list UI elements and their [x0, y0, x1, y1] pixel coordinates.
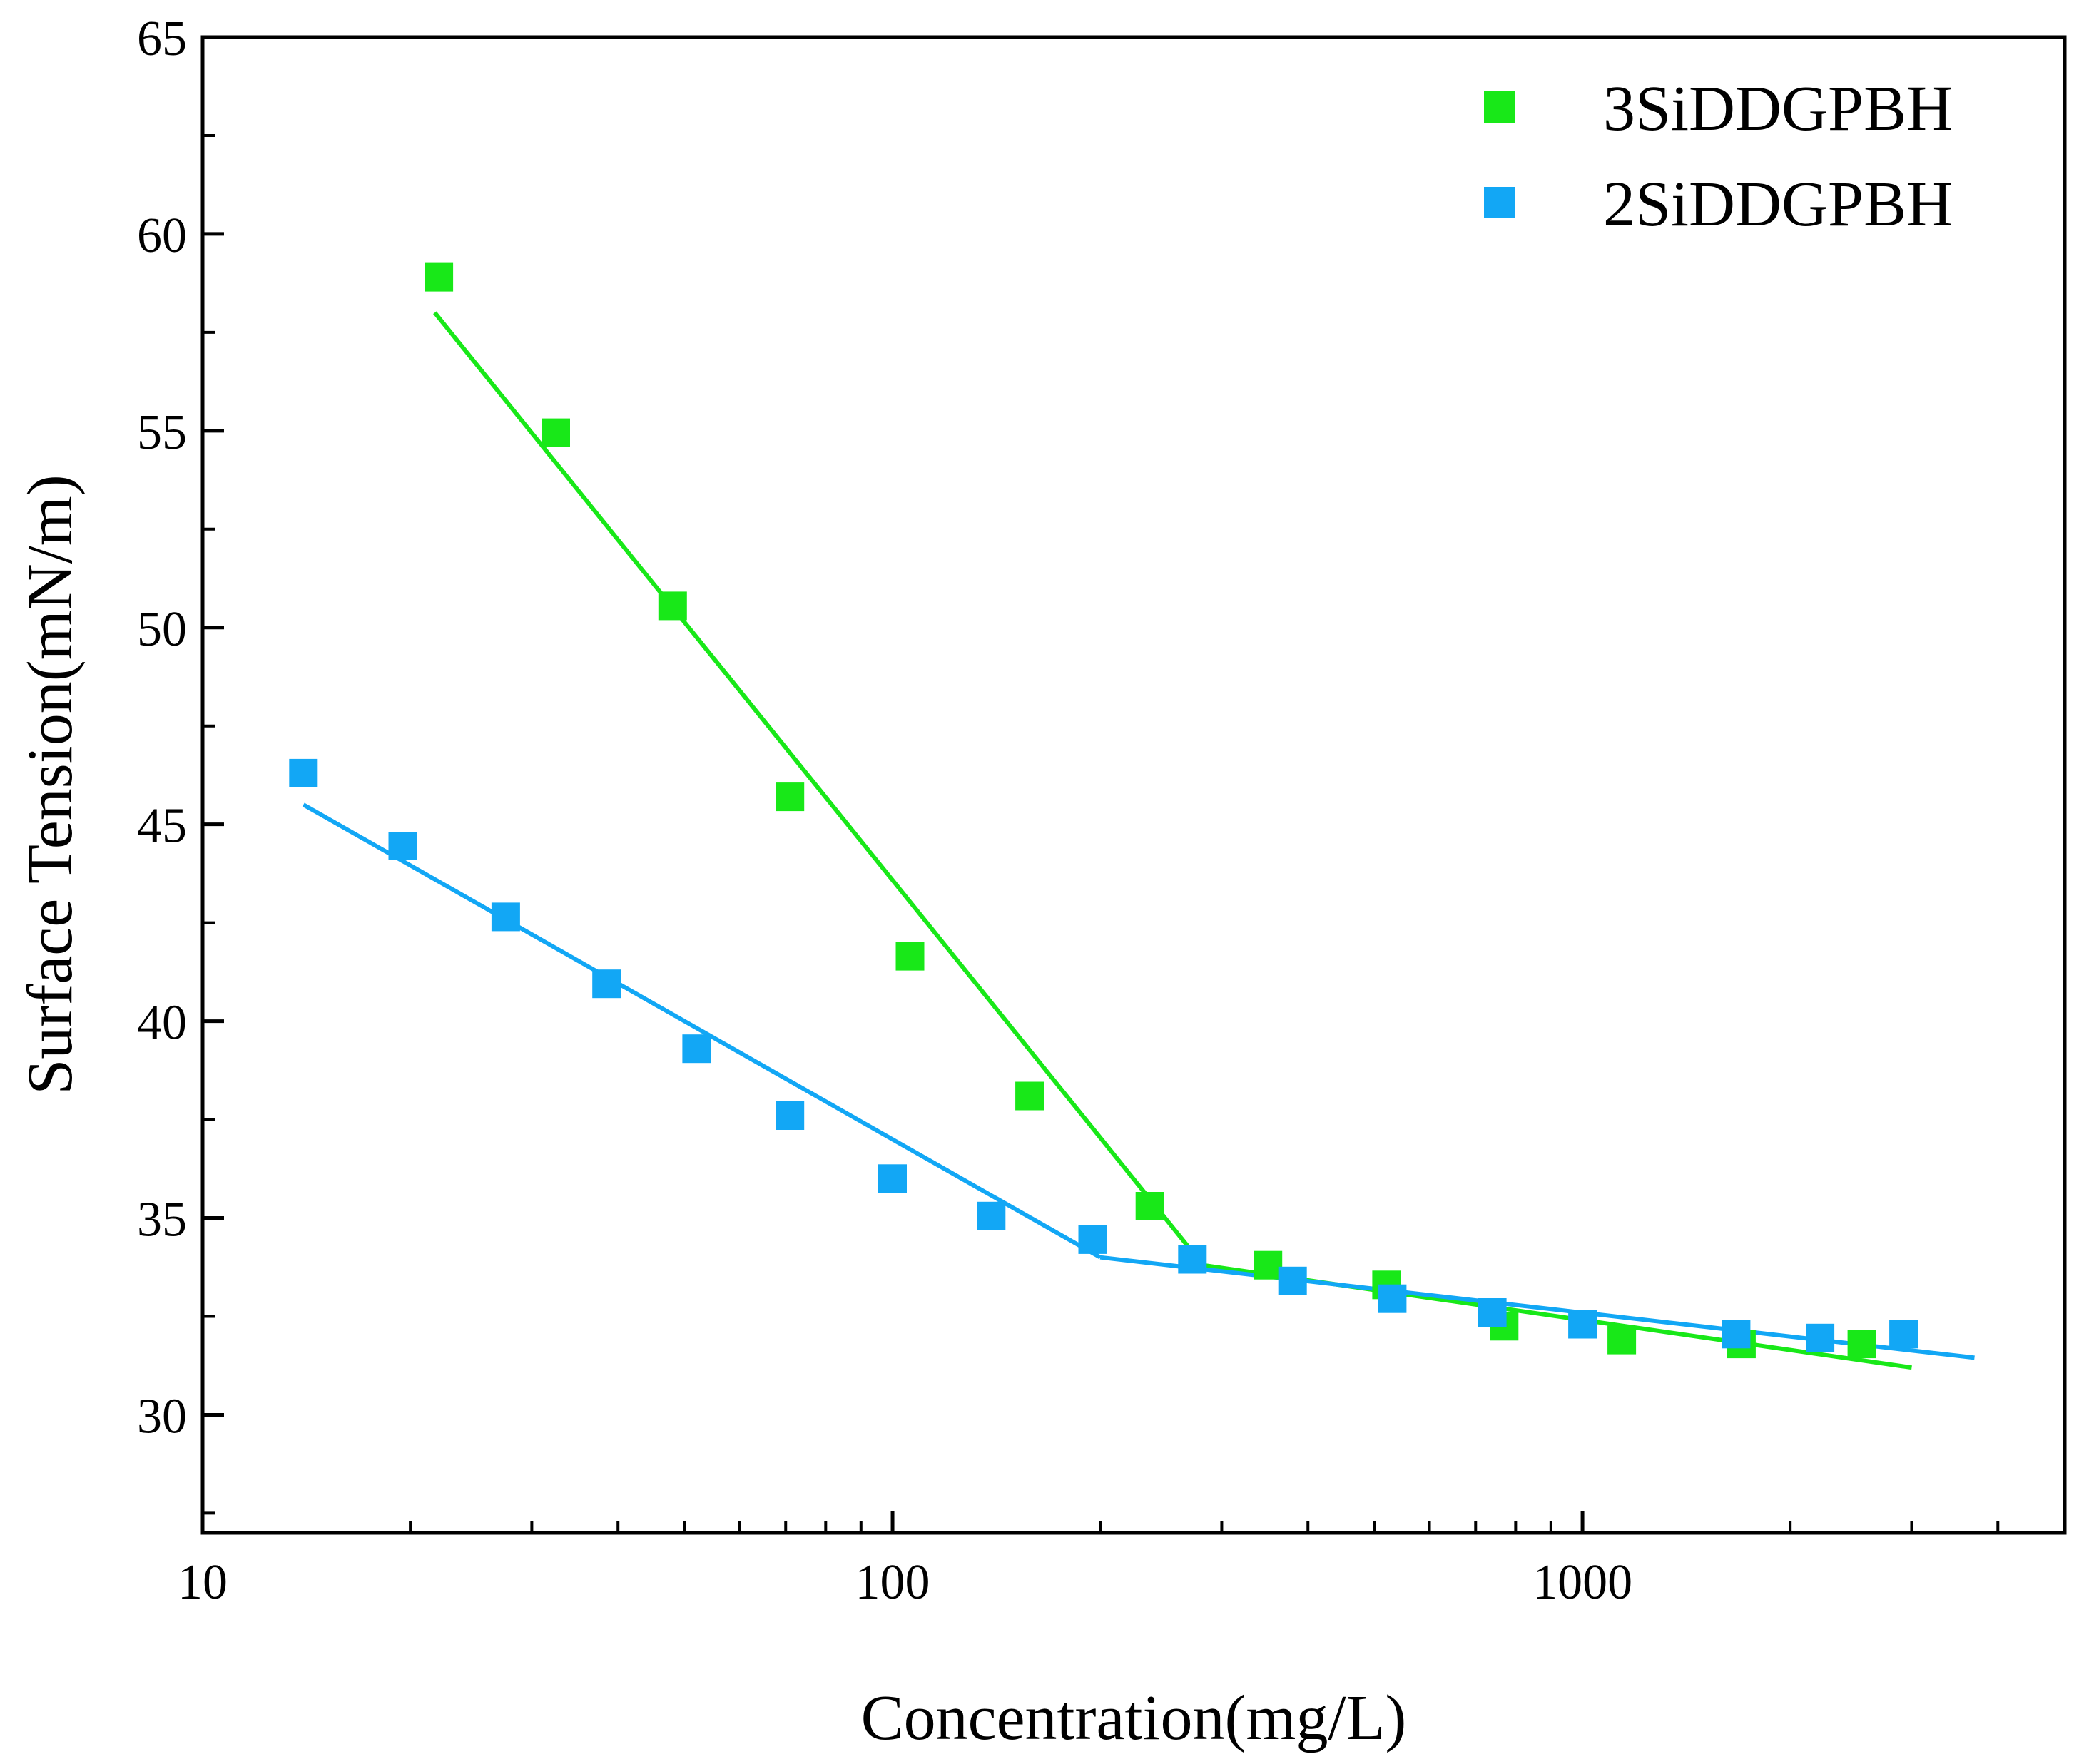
- data-point-series-2: [1568, 1310, 1597, 1339]
- data-point-series-2: [1722, 1320, 1751, 1349]
- data-point-series-1: [542, 418, 570, 447]
- legend: 3SiDDGPBH 2SiDDGPBH: [1484, 73, 1953, 240]
- y-tick-label: 50: [137, 602, 187, 657]
- legend-marker: [1484, 91, 1515, 123]
- y-axis-title: Surface Tension(mN/m): [15, 474, 86, 1094]
- data-point-series-1: [1015, 1081, 1044, 1111]
- y-tick-label: 35: [137, 1193, 187, 1248]
- x-tick-label: 100: [855, 1555, 930, 1610]
- data-point-series-2: [491, 902, 520, 932]
- data-point-series-2: [878, 1164, 907, 1193]
- y-tick-label: 30: [137, 1389, 187, 1444]
- data-point-series-1: [1847, 1330, 1876, 1359]
- data-point-series-2: [977, 1201, 1006, 1230]
- data-point-series-1: [1254, 1250, 1283, 1280]
- fit-line-series-1: [433, 311, 1205, 1267]
- data-point-series-2: [1178, 1245, 1207, 1274]
- data-point-series-1: [776, 782, 805, 812]
- plot-frame: [200, 35, 2067, 1535]
- data-point-series-2: [1278, 1266, 1307, 1295]
- data-point-series-2: [682, 1034, 711, 1064]
- x-tick-label: 1000: [1532, 1555, 1632, 1610]
- axis-ticks: 10 100 1000 30 35 40 45 50 55 60 65: [137, 11, 2000, 1610]
- y-tick-label: 60: [137, 208, 187, 263]
- y-tick-label: 40: [137, 996, 187, 1051]
- data-point-series-2: [1806, 1323, 1835, 1352]
- data-point-series-2: [592, 969, 621, 999]
- data-point-series-2: [1478, 1298, 1507, 1327]
- legend-marker: [1484, 187, 1515, 218]
- y-tick-label: 45: [137, 799, 187, 854]
- data-point-series-2: [388, 832, 417, 860]
- fit-line-series-2: [1099, 1255, 1975, 1360]
- x-axis-title: Concentration(mg/L): [861, 1683, 1407, 1753]
- series-layer: [289, 262, 1975, 1370]
- data-point-series-2: [1378, 1284, 1407, 1313]
- data-point-series-2: [776, 1101, 805, 1130]
- data-point-series-1: [658, 591, 687, 621]
- data-point-series-2: [1078, 1225, 1107, 1254]
- data-point-series-1: [1135, 1192, 1164, 1220]
- y-tick-label: 65: [137, 11, 187, 66]
- y-tick-label: 55: [137, 405, 187, 460]
- data-point-series-1: [1607, 1325, 1637, 1355]
- data-point-series-2: [1889, 1320, 1918, 1349]
- data-point-series-2: [289, 758, 318, 787]
- x-tick-label: 10: [178, 1555, 228, 1610]
- fit-line-series-2: [302, 802, 1102, 1260]
- data-point-series-1: [895, 942, 925, 971]
- data-point-series-1: [425, 262, 454, 292]
- legend-label: 3SiDDGPBH: [1603, 73, 1953, 144]
- legend-label: 2SiDDGPBH: [1603, 169, 1953, 240]
